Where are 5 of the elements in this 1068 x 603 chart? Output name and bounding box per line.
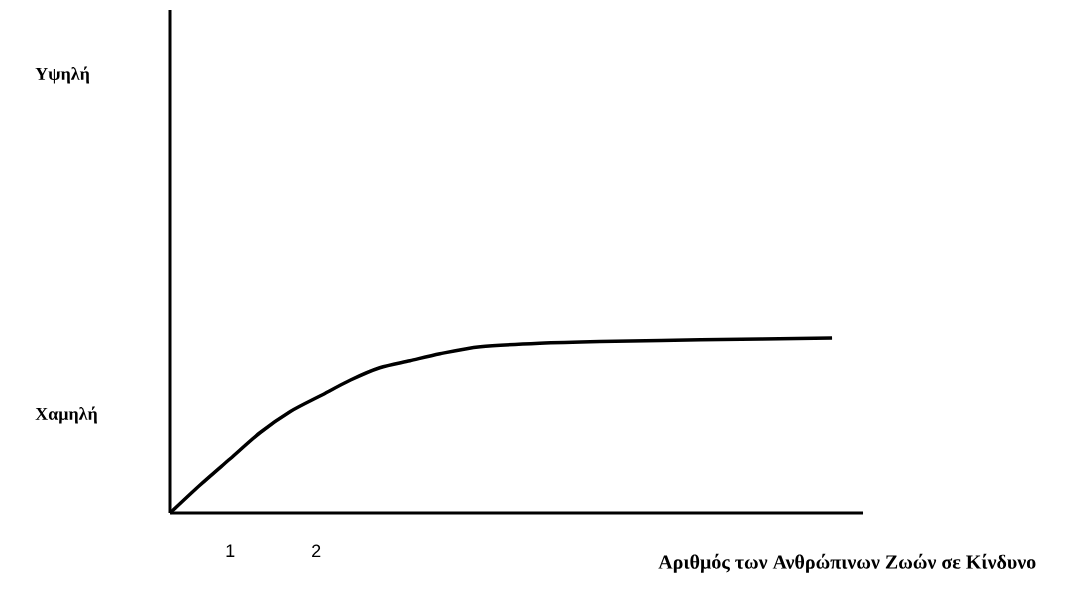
x-tick-label: 2 <box>312 544 321 558</box>
text: Υψηλή <box>35 66 90 84</box>
x-tick-label: 1 <box>226 544 235 557</box>
text: Χαμηλή <box>35 406 97 424</box>
x-axis-title: Αριθμός των Ανθρώπινων Ζωών σε Κίνδυνο <box>658 553 1036 573</box>
